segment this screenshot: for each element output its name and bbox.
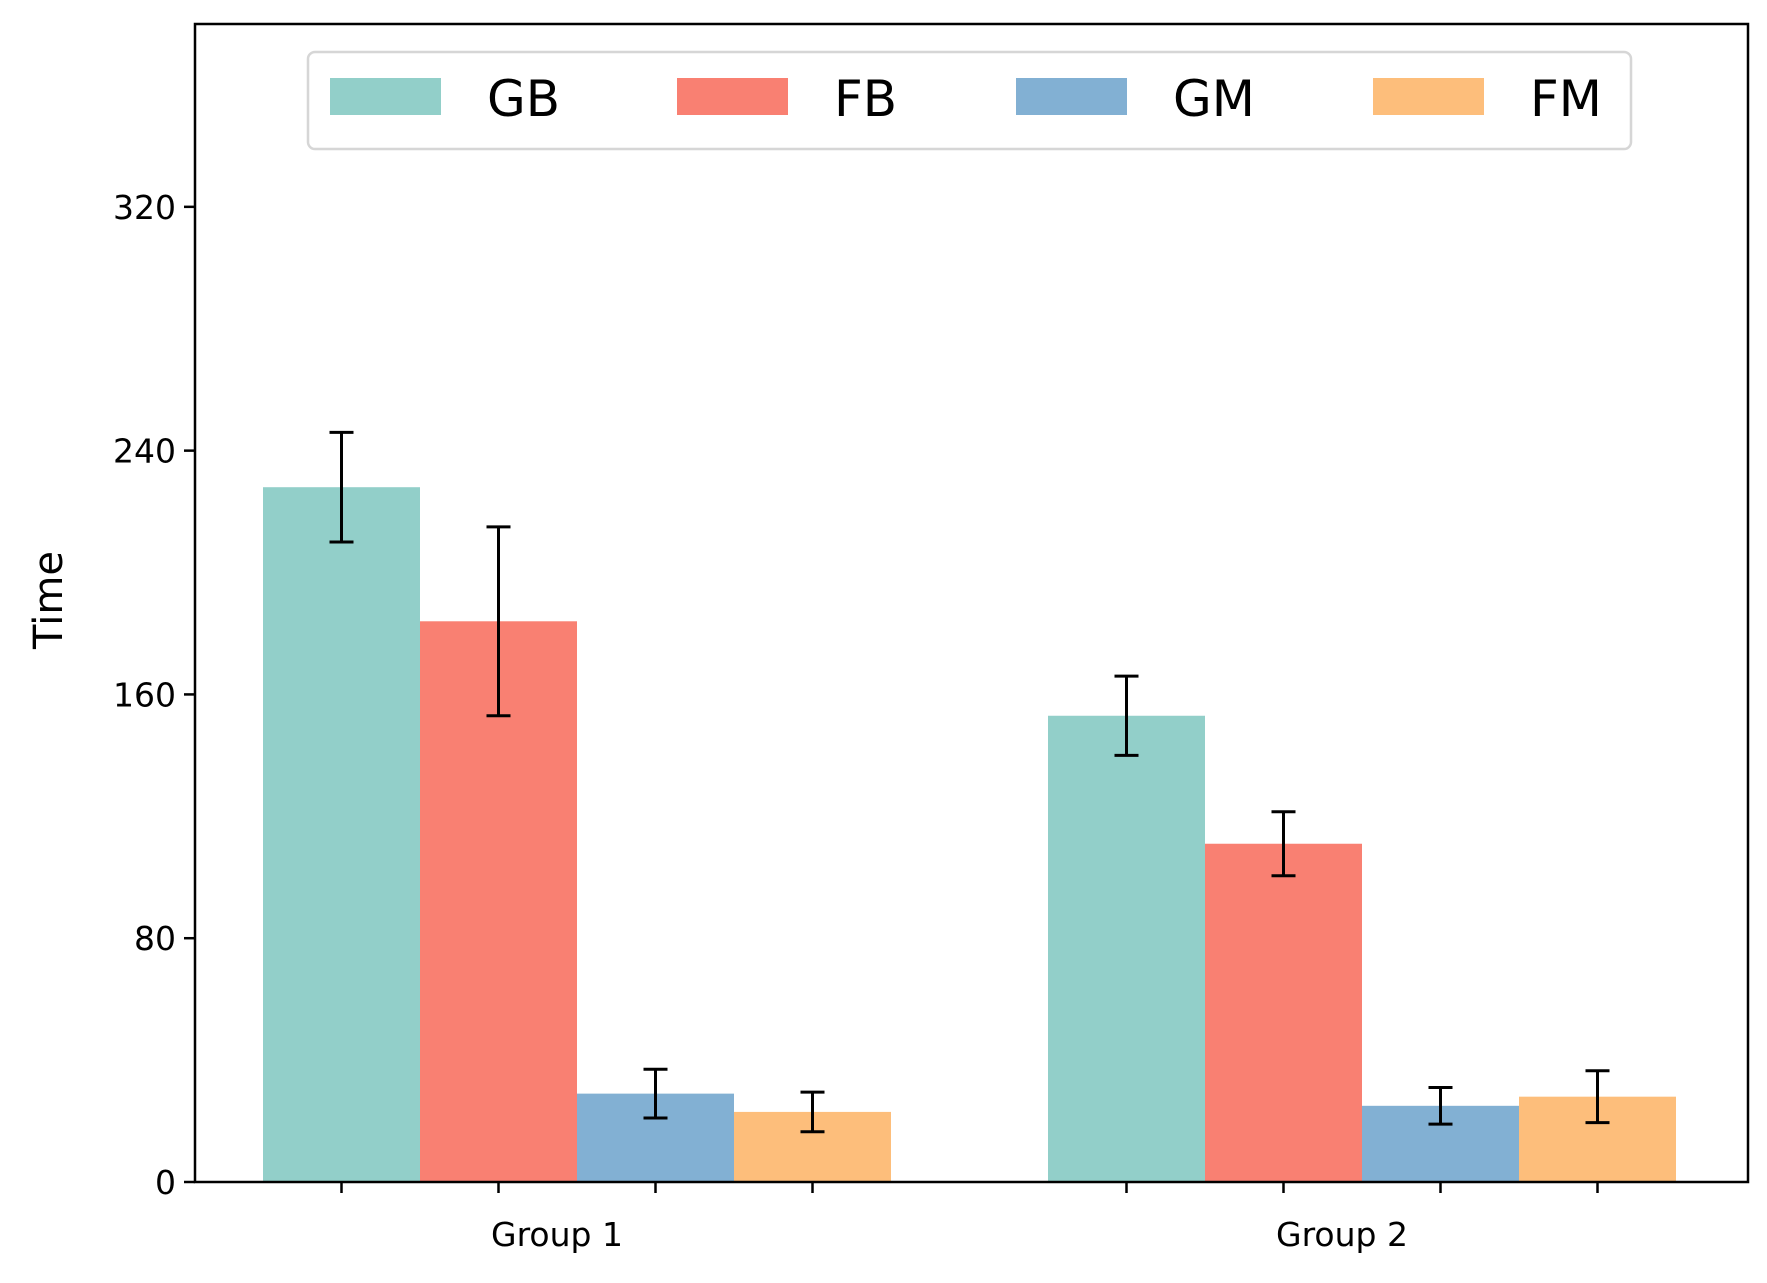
errorbars-layer [329,430,1610,1134]
errorbar-fb-2 [1271,810,1296,878]
y-tick-label: 0 [155,1163,176,1202]
legend-item-fm: FM [1373,70,1602,128]
legend: GB FB GM FM [306,50,1633,151]
y-tick-label: 80 [134,919,176,958]
errorbar-fb-1 [486,525,511,718]
legend-label: FM [1530,70,1602,128]
legend-label: GM [1173,70,1255,128]
errorbar-fm-2 [1585,1069,1610,1125]
errorbar-gm-2 [1428,1086,1453,1126]
errorbar-gb-2 [1114,674,1139,757]
bars-layer [263,487,1676,1182]
legend-swatch [1373,78,1484,115]
errorbar-gm-1 [643,1067,668,1120]
legend-swatch [677,78,788,115]
legend-item-gb: GB [330,70,560,128]
bar-gb-1 [263,487,420,1182]
y-tick-label: 160 [113,675,176,714]
legend-item-gm: GM [1016,70,1255,128]
axes-layer: 0 80 160 240 320 Group 1 Group 2 [113,22,1750,1254]
legend-swatch [330,78,441,115]
bar-gb-2 [1048,715,1205,1182]
errorbar-fm-1 [800,1090,825,1134]
legend-box [306,50,1633,151]
y-axis-title: Time [26,551,72,650]
legend-label: GB [487,70,560,128]
x-category-label: Group 2 [1276,1215,1408,1254]
x-category-label: Group 1 [491,1215,623,1254]
y-tick-label: 320 [113,188,176,227]
plot-frame [193,22,1750,1184]
legend-label: FB [834,70,897,128]
legend-item-fb: FB [677,70,897,128]
errorbar-gb-1 [329,430,354,544]
y-tick-label: 240 [113,432,176,471]
legend-swatch [1016,78,1127,115]
bar-fb-2 [1205,843,1362,1182]
